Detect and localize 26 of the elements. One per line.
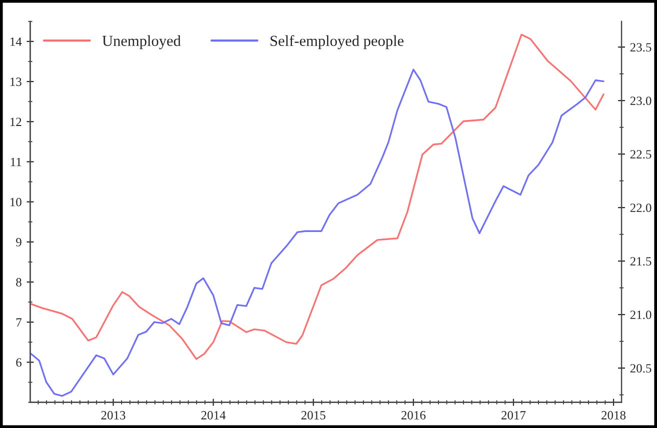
- y-tick-label: 13: [10, 78, 22, 86]
- y2-tick-label: 22.5: [630, 150, 652, 159]
- y-tick-label: 14: [10, 38, 22, 46]
- legend-label: Self-employed people: [270, 35, 404, 50]
- y2-tick-label: 21.0: [630, 310, 652, 320]
- y2-tick-label: 20.5: [630, 364, 652, 373]
- y-tick-label: 10: [10, 198, 22, 206]
- y-tick-label: 6: [16, 358, 22, 367]
- y-tick-label: 8: [16, 278, 22, 286]
- y2-tick-label: 21.5: [630, 257, 652, 266]
- x-tick-label: 2016: [401, 411, 426, 420]
- x-tick-label: 2014: [201, 411, 226, 420]
- y2-tick-label: 23.0: [630, 96, 652, 106]
- x-tick-label: 2015: [301, 411, 326, 420]
- y-tick-label: 11: [10, 158, 22, 166]
- legend-label: Unemployed: [102, 35, 181, 50]
- y-tick-label: 9: [16, 238, 22, 246]
- line-series: [30, 68, 604, 397]
- x-tick-label: 2017: [502, 411, 526, 420]
- y-tick-label: 12: [10, 118, 22, 126]
- line-series: [30, 34, 604, 360]
- y2-tick-label: 22.0: [630, 204, 652, 212]
- y2-tick-label: 23.5: [630, 43, 652, 52]
- x-tick-label: 2018: [602, 411, 626, 420]
- x-tick-label: 2013: [101, 411, 126, 420]
- y-tick-label: 7: [16, 318, 22, 326]
